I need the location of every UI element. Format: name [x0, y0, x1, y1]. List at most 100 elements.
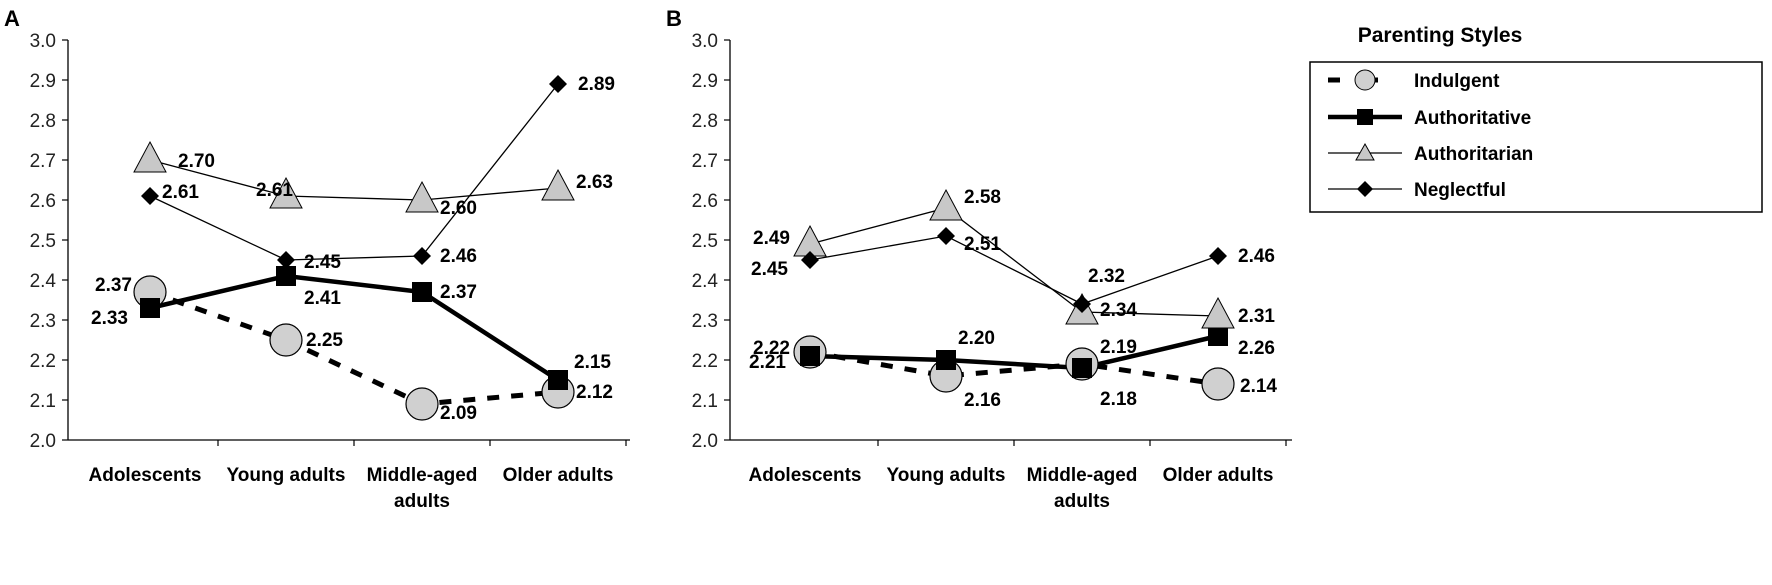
y-tick-label: 2.5	[30, 231, 56, 252]
data-label-authoritarian: 2.58	[964, 187, 1001, 208]
data-point-authoritarian	[133, 140, 167, 173]
legend-label-indulgent: Indulgent	[1414, 71, 1500, 92]
data-label-neglectful: 2.46	[1238, 246, 1275, 267]
data-point-indulgent	[269, 323, 303, 357]
data-point-neglectful	[141, 187, 159, 205]
data-point-indulgent	[1201, 367, 1235, 401]
x-tick-label: Older adults	[1163, 465, 1274, 486]
panel-b: B 2.0 2.1 2.2 2.3 2.4 2.5 2.6 2.7 2.8 2.9 3.0 Adoles…	[666, 6, 1292, 512]
series-line-indulgent	[149, 289, 559, 407]
legend: Parenting Styles Indulgent Authoritative A…	[1309, 24, 1763, 213]
data-point-neglectful	[549, 75, 567, 93]
data-label-authoritative: 2.26	[1238, 338, 1275, 359]
legend-diamond-icon	[1357, 181, 1373, 197]
data-point-authoritative	[140, 298, 160, 318]
series-line-authoritarian	[149, 159, 559, 201]
x-tick-label: Middle-aged	[367, 465, 478, 486]
data-label-indulgent: 2.12	[576, 382, 613, 403]
data-point-indulgent	[405, 387, 439, 421]
data-point-authoritarian	[929, 188, 963, 221]
data-label-authoritarian: 2.31	[1238, 306, 1275, 327]
data-label-authoritative: 2.15	[574, 352, 611, 373]
data-label-authoritative: 2.37	[440, 282, 477, 303]
y-tick-label: 2.6	[30, 191, 56, 212]
data-label-authoritative: 2.21	[749, 352, 786, 373]
data-point-authoritarian	[541, 168, 575, 201]
data-label-neglectful: 2.51	[964, 234, 1001, 255]
legend-box	[1309, 61, 1763, 213]
panel-a: A 2.0 2.1 2.2 2.3 2.4 2.5 2.6 2.7 2.8 2.9 3.0 Adoles…	[4, 6, 630, 512]
data-label-authoritarian: 2.32	[1088, 266, 1125, 287]
x-tick-label-line2: adults	[394, 491, 450, 512]
y-tick-label: 2.0	[30, 431, 56, 452]
data-point-authoritative	[548, 370, 568, 390]
y-tick-label: 2.8	[692, 111, 718, 132]
data-label-authoritarian: 2.63	[576, 172, 613, 193]
data-point-authoritative	[800, 346, 820, 366]
data-point-neglectful	[277, 251, 295, 269]
legend-label-neglectful: Neglectful	[1414, 180, 1506, 201]
data-point-authoritarian	[269, 176, 303, 209]
data-point-authoritative	[936, 350, 956, 370]
data-label-authoritarian: 2.61	[256, 180, 293, 201]
data-label-indulgent: 2.16	[964, 390, 1001, 411]
data-point-neglectful	[1073, 295, 1091, 313]
legend-triangle-icon	[1355, 142, 1375, 161]
data-label-indulgent: 2.19	[1100, 337, 1137, 358]
data-label-authoritative: 2.33	[91, 308, 128, 329]
y-tick-label: 2.3	[30, 311, 56, 332]
data-point-authoritarian	[1201, 296, 1235, 329]
y-tick-label: 2.1	[30, 391, 56, 412]
data-label-indulgent: 2.14	[1240, 376, 1277, 397]
data-point-neglectful	[1209, 247, 1227, 265]
x-tick-label: Adolescents	[89, 465, 202, 486]
data-label-neglectful: 2.61	[162, 182, 199, 203]
data-label-authoritative: 2.18	[1100, 389, 1137, 410]
legend-label-authoritarian: Authoritarian	[1414, 144, 1533, 165]
series-line-authoritative	[809, 333, 1219, 371]
y-tick-label: 2.1	[692, 391, 718, 412]
data-label-indulgent: 2.37	[95, 275, 132, 296]
data-point-neglectful	[937, 227, 955, 245]
data-label-neglectful: 2.34	[1100, 300, 1137, 321]
x-tick-label-line2: adults	[1054, 491, 1110, 512]
x-tick-label: Young adults	[887, 465, 1006, 486]
y-tick-label: 2.2	[692, 351, 718, 372]
x-tick-label: Young adults	[227, 465, 346, 486]
series-line-neglectful	[809, 235, 1219, 305]
x-tick-label: Older adults	[503, 465, 614, 486]
y-tick-label: 2.7	[30, 151, 56, 172]
panel-label: A	[4, 6, 20, 31]
y-tick-label: 2.0	[692, 431, 718, 452]
data-label-neglectful: 2.45	[751, 259, 788, 280]
data-label-indulgent: 2.22	[753, 338, 790, 359]
data-point-authoritative	[276, 266, 296, 286]
legend-marker-neglectful	[1357, 181, 1373, 197]
data-label-indulgent: 2.09	[440, 403, 477, 424]
data-point-neglectful	[801, 251, 819, 269]
y-tick-label: 2.2	[30, 351, 56, 372]
y-tick-label: 2.5	[692, 231, 718, 252]
y-tick-label: 3.0	[30, 31, 56, 52]
series-line-authoritative	[149, 273, 560, 382]
series-line-indulgent	[809, 349, 1219, 387]
data-label-authoritarian: 2.60	[440, 198, 477, 219]
y-tick-label: 2.3	[692, 311, 718, 332]
legend-label-authoritative: Authoritative	[1414, 108, 1531, 129]
data-label-authoritative: 2.20	[958, 328, 995, 349]
y-tick-label: 2.9	[30, 71, 56, 92]
data-point-neglectful	[413, 247, 431, 265]
legend-marker-authoritative	[1357, 109, 1373, 125]
series-line-neglectful	[149, 83, 559, 261]
y-tick-label: 2.4	[692, 271, 719, 292]
legend-title: Parenting Styles	[1358, 24, 1523, 47]
data-point-authoritative	[412, 282, 432, 302]
legend-marker-indulgent	[1354, 69, 1376, 91]
x-tick-label: Middle-aged	[1027, 465, 1138, 486]
panel-label: B	[666, 6, 682, 31]
data-point-authoritarian	[405, 180, 439, 213]
y-tick-label: 2.6	[692, 191, 718, 212]
y-tick-label: 2.7	[692, 151, 718, 172]
data-label-neglectful: 2.89	[578, 74, 615, 95]
